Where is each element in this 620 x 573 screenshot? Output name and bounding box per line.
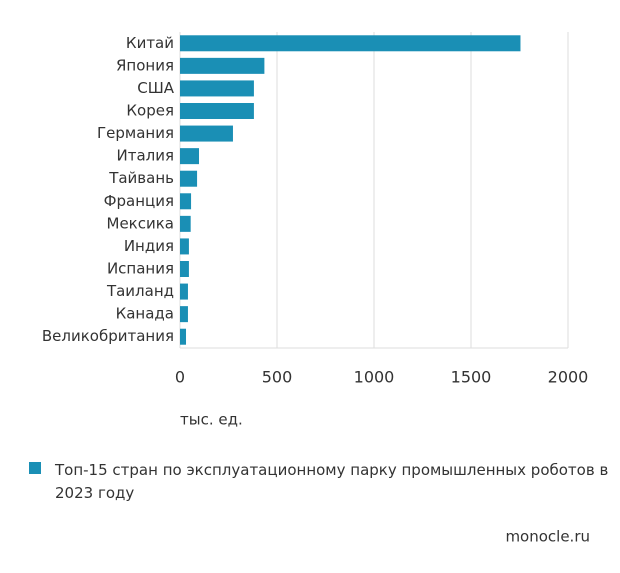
y-tick-label: Тайвань (108, 169, 174, 187)
y-tick-label: США (137, 79, 175, 97)
bar (180, 306, 188, 323)
y-tick-label: Испания (107, 260, 174, 278)
y-tick-label: Великобритания (42, 327, 174, 345)
bar (180, 283, 188, 300)
x-tick-label: 500 (262, 368, 293, 387)
bar (180, 215, 191, 232)
bar (180, 57, 265, 74)
y-tick-label: Мексика (107, 214, 174, 232)
x-tick-label: 1000 (354, 368, 395, 387)
legend-label: Топ-15 стран по эксплуатационному парку … (54, 461, 608, 502)
x-tick-label: 2000 (548, 368, 589, 387)
bar (180, 125, 233, 142)
bar (180, 103, 254, 119)
y-tick-label: Корея (126, 102, 174, 120)
y-tick-label: Германия (97, 124, 174, 142)
bar (180, 261, 189, 277)
y-tick-label: Индия (124, 237, 174, 255)
bar (180, 328, 187, 345)
x-axis-label: тыс. ед. (180, 411, 243, 429)
x-tick-label: 1500 (451, 368, 492, 387)
y-tick-label: Япония (116, 56, 174, 74)
bar (180, 80, 254, 97)
bar (180, 35, 521, 52)
y-tick-label: Канада (116, 305, 174, 323)
bar (180, 193, 192, 210)
y-tick-label: Таиланд (106, 282, 174, 300)
bar (180, 238, 189, 255)
bar (180, 170, 198, 187)
y-tick-label: Италия (116, 147, 174, 165)
bar (180, 148, 200, 165)
source: monocle.ru (505, 528, 590, 546)
legend-swatch (29, 462, 41, 474)
x-tick-label: 0 (175, 368, 185, 387)
y-tick-label: Франция (104, 192, 174, 210)
y-tick-label: Китай (126, 34, 174, 52)
